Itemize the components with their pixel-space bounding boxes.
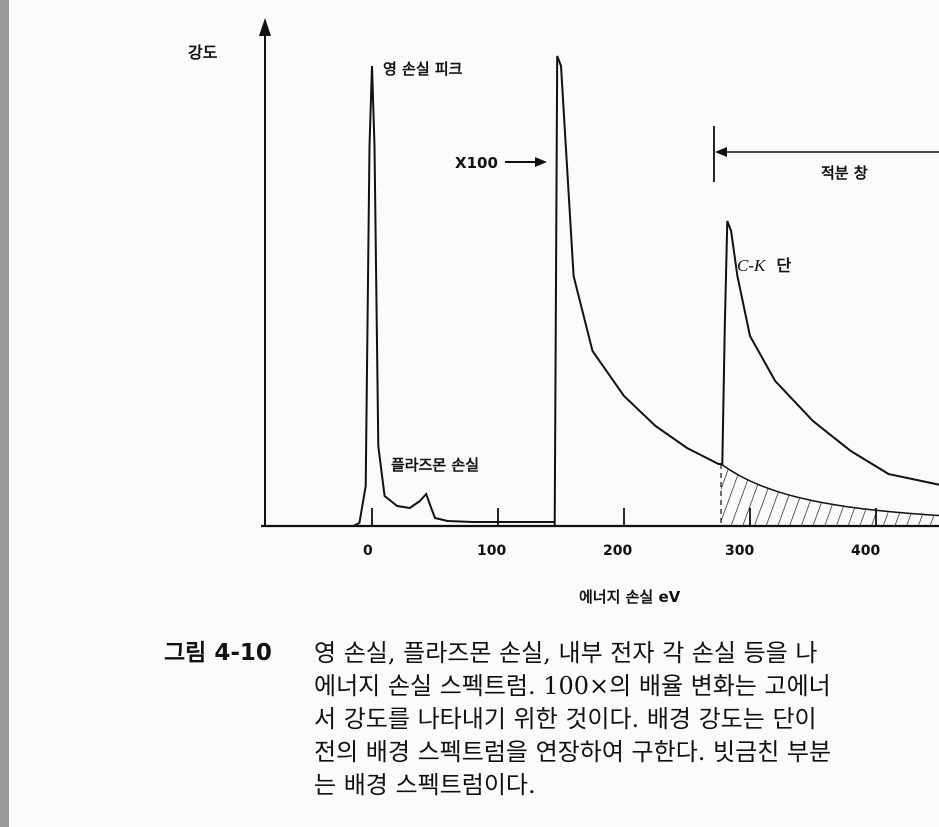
- y-axis-label: 강도: [188, 43, 218, 62]
- ck-edge-label-suffix: 단: [776, 256, 791, 275]
- integration-window-label: 적분 창: [821, 164, 868, 182]
- x100-arrow-icon: [535, 157, 547, 167]
- background-extrapolation-curve: [720, 463, 939, 517]
- x-axis-label: 에너지 손실 eV: [579, 588, 681, 606]
- y-axis-arrow-icon: [259, 18, 271, 36]
- spectrum-low-loss-line: [352, 65, 555, 527]
- plasmon-loss-label: 플라즈몬 손실: [391, 456, 479, 474]
- eels-spectrum-figure: 강도 영 손실 피크 플라즈몬 손실 X100 적분 창 C-K: [188, 18, 939, 606]
- x100-scale-label: X100: [455, 154, 498, 172]
- x-tick-label-400: 400: [851, 543, 880, 559]
- x-tick-group: [371, 508, 877, 526]
- caption-label: 그림 4-10: [164, 640, 272, 666]
- x-tick-label-100: 100: [477, 543, 506, 559]
- ck-edge-label-main: C-K: [737, 256, 767, 275]
- window-left-border: [0, 0, 9, 827]
- caption-line-1: 영 손실, 플라즈몬 손실, 내부 전자 각 손실 등을 나: [314, 639, 818, 667]
- x-tick-label-300: 300: [725, 543, 754, 559]
- spectrum-x100-line: [553, 55, 939, 527]
- caption-line-3: 서 강도를 나타내기 위한 것이다. 배경 강도는 단이: [314, 705, 817, 733]
- caption-line-5: 는 배경 스펙트럼이다.: [314, 771, 536, 799]
- zero-loss-peak-label: 영 손실 피크: [383, 60, 463, 78]
- caption-text: 영 손실, 플라즈몬 손실, 내부 전자 각 손실 등을 나 에너지 손실 스펙…: [314, 637, 831, 802]
- window-arrow-icon: [715, 147, 727, 157]
- ck-edge-label: C-K 단: [737, 256, 791, 275]
- x-tick-label-0: 0: [363, 543, 373, 559]
- x-tick-label-200: 200: [603, 543, 632, 559]
- caption-line-4: 전의 배경 스펙트럼을 연장하여 구한다. 빗금친 부분: [314, 738, 832, 766]
- background-hatched-region: [721, 464, 939, 526]
- caption-line-2: 에너지 손실 스펙트럼. 100×의 배율 변화는 고에너: [314, 672, 831, 700]
- textbook-page: 강도 영 손실 피크 플라즈몬 손실 X100 적분 창 C-K: [9, 0, 939, 827]
